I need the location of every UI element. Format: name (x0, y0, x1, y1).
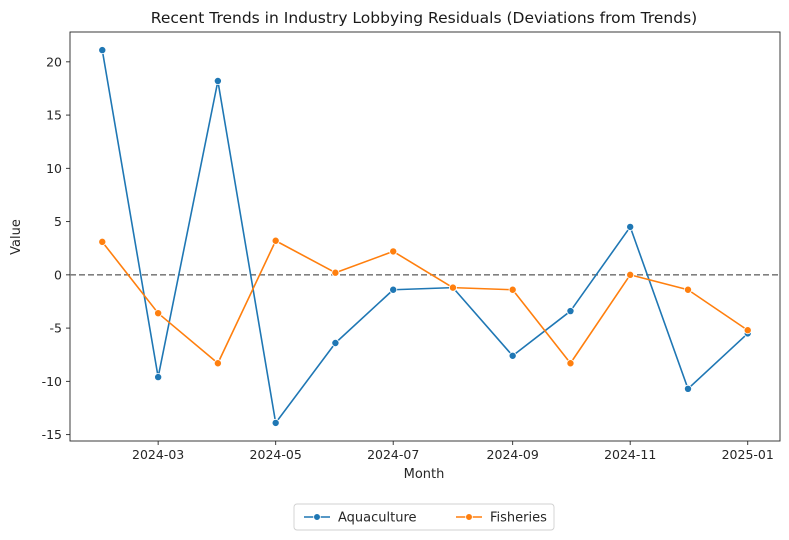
chart-title: Recent Trends in Industry Lobbying Resid… (151, 9, 697, 27)
aquaculture-point (389, 285, 398, 294)
y-tick-label: 0 (54, 267, 62, 282)
legend: Aquaculture Fisheries (293, 503, 555, 531)
legend-label-fisheries: Fisheries (490, 511, 547, 526)
y-tick-label: 10 (46, 161, 62, 176)
legend-label-aquaculture: Aquaculture (338, 511, 417, 526)
x-tick-label: 2024-05 (250, 447, 302, 462)
x-tick-label: 2024-03 (132, 447, 184, 462)
aquaculture-point (213, 76, 222, 85)
fisheries-point (331, 268, 340, 277)
x-tick-label: 2025-01 (722, 447, 774, 462)
fisheries-point (683, 285, 692, 294)
fisheries-point (154, 309, 163, 318)
aquaculture-point (271, 418, 280, 427)
plot-frame (69, 31, 781, 442)
fisheries-point (271, 236, 280, 245)
aquaculture-point (683, 384, 692, 393)
legend-swatch-marker-aquaculture (313, 513, 321, 521)
y-tick-label: -5 (50, 321, 62, 336)
y-tick-label: -10 (42, 374, 62, 389)
legend-box (293, 503, 555, 531)
fisheries-point (508, 285, 517, 294)
fisheries-point (743, 326, 752, 335)
axes: -15 -10 -5 0 5 10 15 20 2024-03 2024-05 2024-07 202… (42, 54, 774, 462)
aquaculture-point (331, 339, 340, 348)
legend-swatch-marker-fisheries (465, 513, 473, 521)
x-tick-label: 2024-09 (487, 447, 539, 462)
x-tick-label: 2024-11 (604, 447, 656, 462)
aquaculture-point (566, 307, 575, 316)
y-tick-label: 15 (46, 108, 62, 123)
aquaculture-point (154, 373, 163, 382)
fisheries-series-line (101, 239, 749, 365)
y-axis-label: Value (9, 219, 24, 255)
y-tick-label: 5 (54, 214, 62, 229)
aquaculture-point (508, 351, 517, 360)
aquaculture-point (98, 46, 107, 55)
fisheries-point (448, 283, 457, 292)
y-tick-label: 20 (46, 54, 62, 69)
fisheries-point (213, 359, 222, 368)
fisheries-point (626, 270, 635, 279)
x-axis-label: Month (404, 467, 445, 482)
aquaculture-point (626, 222, 635, 231)
y-tick-label: -15 (42, 427, 62, 442)
fisheries-point (98, 237, 107, 246)
fisheries-point (389, 247, 398, 256)
aquaculture-series-line (101, 49, 749, 424)
plot-area (70, 46, 780, 427)
x-tick-label: 2024-07 (367, 447, 419, 462)
fisheries-point (566, 359, 575, 368)
